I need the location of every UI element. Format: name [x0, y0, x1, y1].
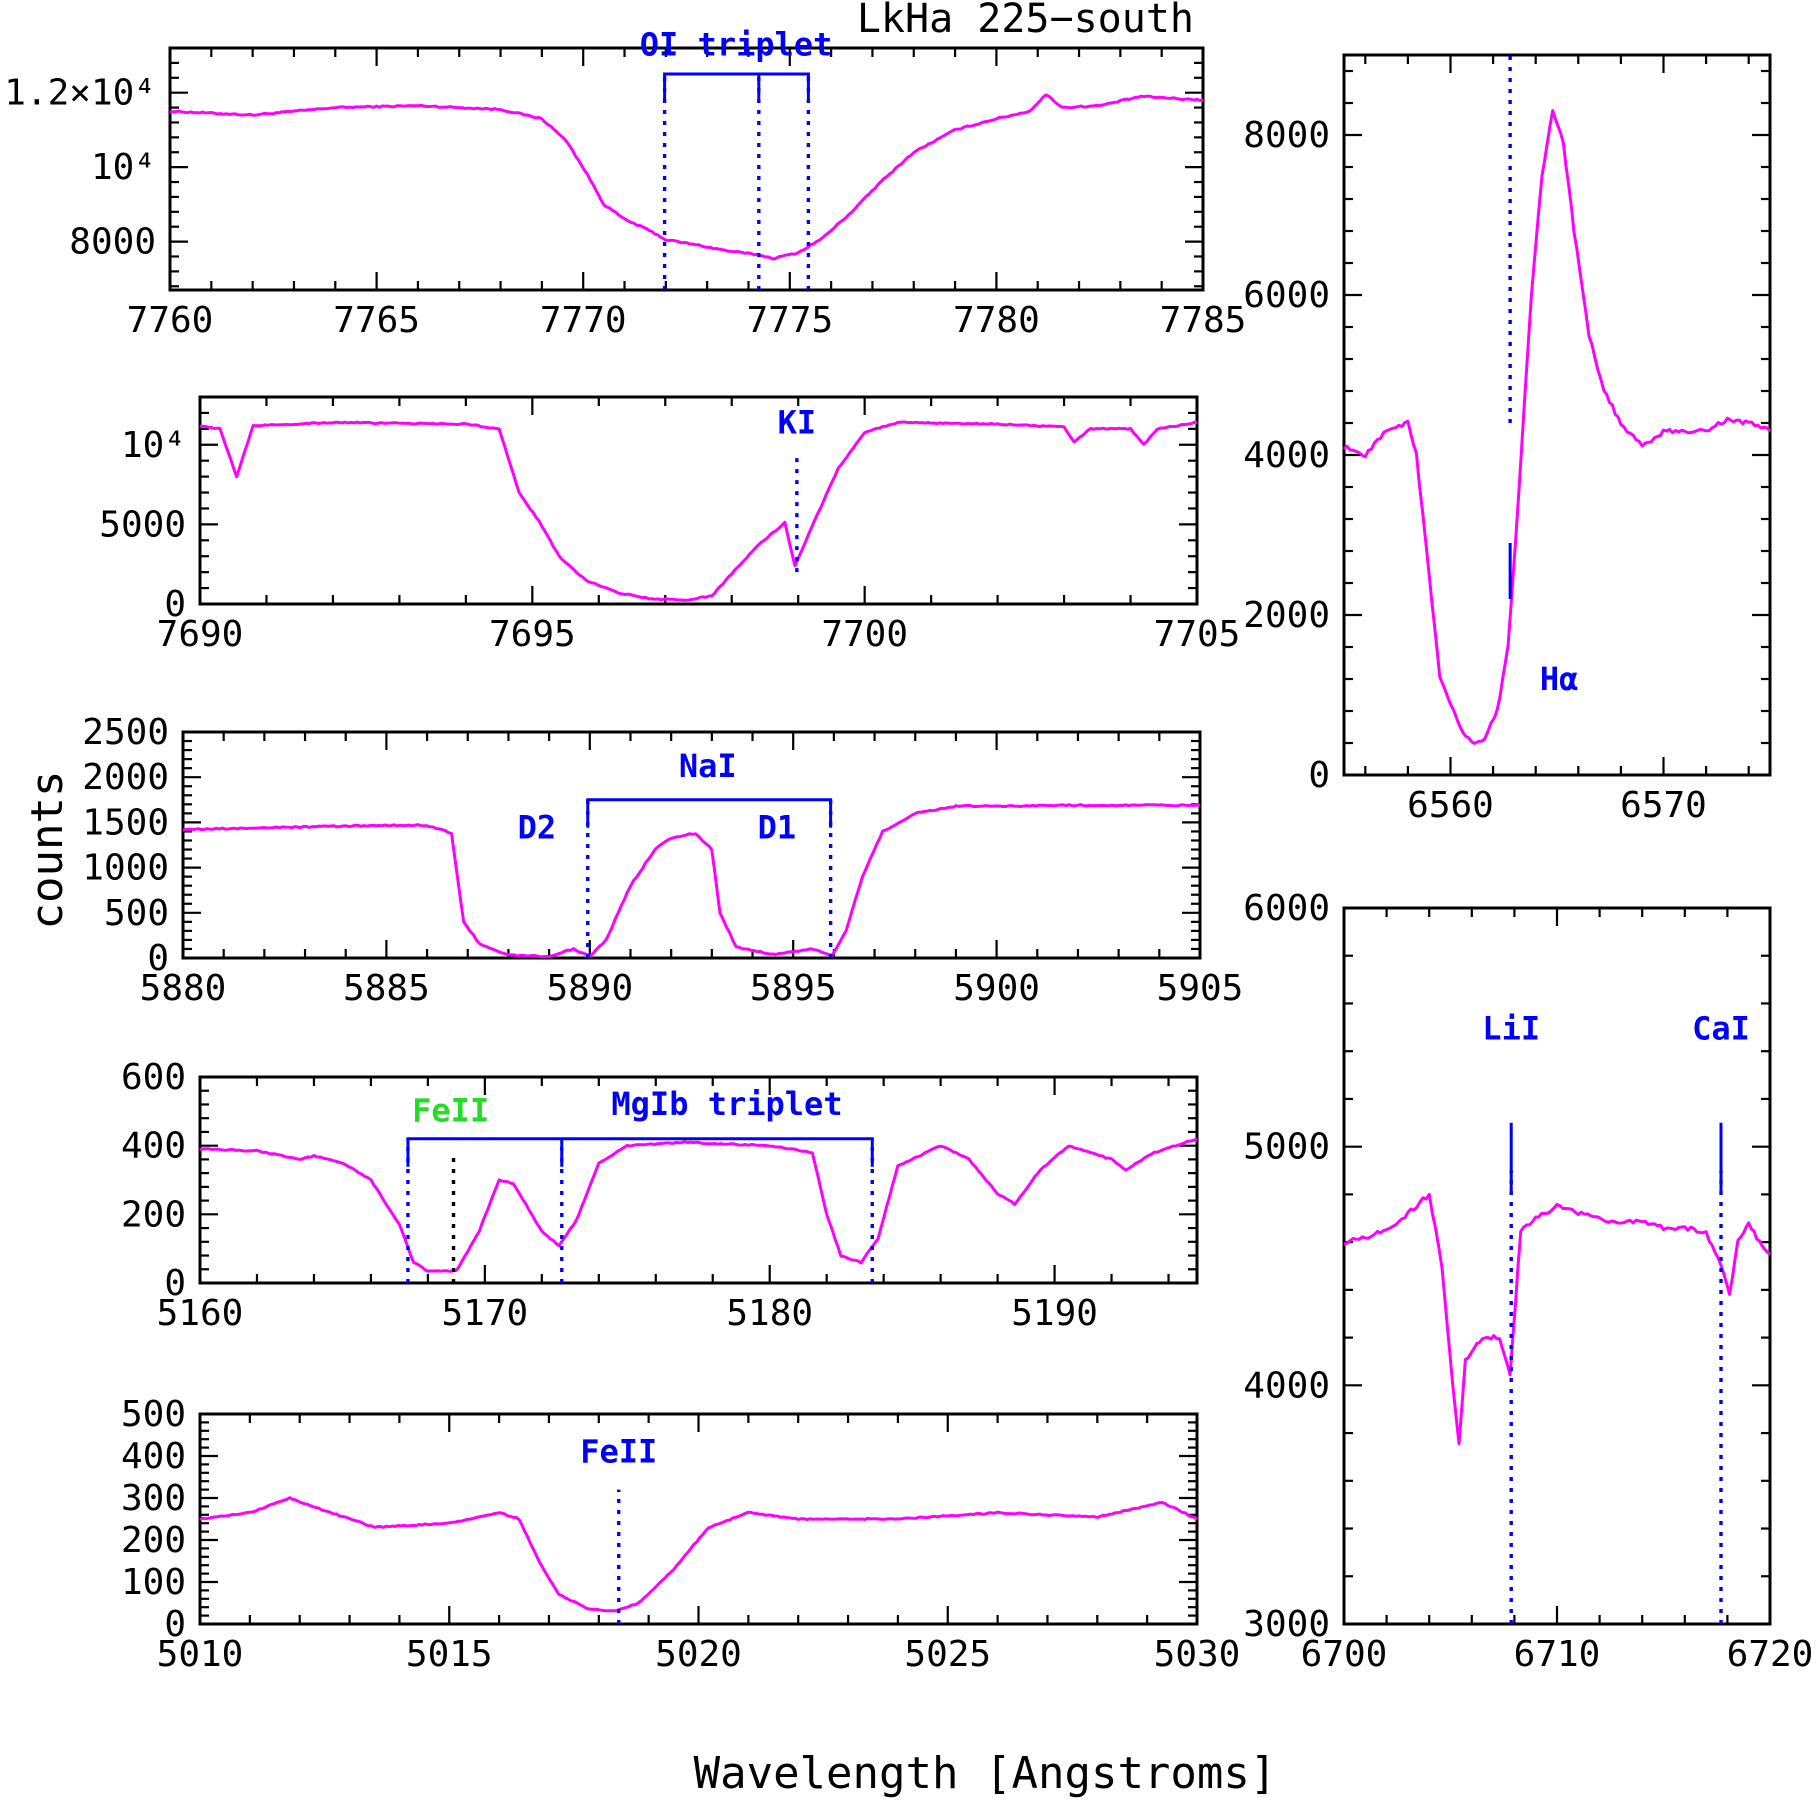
spectrum-line	[199, 1137, 1198, 1273]
panel-frame	[198, 395, 1199, 606]
x-tick-label: 5900	[953, 968, 1040, 1009]
y-tick-label: 0	[164, 584, 186, 625]
y-tick-label: 8000	[1243, 115, 1330, 156]
x-tick-label: 7775	[746, 300, 833, 341]
x-tick-label: 7700	[821, 614, 908, 655]
x-tick-label: 5020	[655, 1634, 742, 1675]
x-tick-label: 5025	[904, 1634, 991, 1675]
y-tick-label: 1.2×10⁴	[4, 73, 156, 114]
x-tick-label: 7690	[157, 614, 244, 655]
x-tick-label: 5170	[442, 1293, 529, 1334]
x-tick-label: 7780	[953, 300, 1040, 341]
y-tick-label: 2000	[1243, 595, 1330, 636]
y-tick-label: 1000	[82, 848, 169, 889]
y-tick-label: 500	[121, 1394, 186, 1435]
x-tick-label: 7695	[489, 614, 576, 655]
chart-title: LkHa 225−south	[857, 0, 1194, 42]
line-label: OI triplet	[640, 25, 833, 63]
y-tick-label: 300	[121, 1478, 186, 1519]
line-bracket	[663, 72, 810, 103]
x-tick-label: 5015	[406, 1634, 493, 1675]
panel-mg: 5160 5170 5180 5190 0 200 400 600 FeII MgIb tripl…	[121, 1057, 1199, 1334]
panel-frame	[1342, 53, 1772, 777]
x-tick-label: 5190	[1011, 1293, 1098, 1334]
line-label: Hα	[1540, 660, 1579, 698]
x-tick-label: 7760	[127, 300, 214, 341]
x-tick-label: 5885	[343, 968, 430, 1009]
x-tick-label: 5905	[1157, 968, 1244, 1009]
panel-frame	[181, 730, 1202, 960]
line-label: FeII	[412, 1092, 489, 1130]
line-bracket	[586, 798, 833, 828]
y-tick-label: 10⁴	[91, 147, 156, 188]
x-tick-label: 5030	[1154, 1634, 1241, 1675]
y-tick-label: 4000	[1243, 435, 1330, 476]
x-tick-label: 5895	[750, 968, 837, 1009]
x-tick-label: 5890	[546, 968, 633, 1009]
y-tick-label: 100	[121, 1562, 186, 1603]
x-tick-label: 5160	[157, 1293, 244, 1334]
spectral-panels: 7760 7765 7770 7775 7780 7785 8000 10⁴ 1.2×10⁴ OI…	[4, 25, 1813, 1675]
spectrum-line	[182, 803, 1201, 959]
spectrum-line	[1343, 1192, 1771, 1446]
y-tick-label: 0	[164, 1604, 186, 1645]
y-tick-label: 10⁴	[121, 425, 186, 466]
y-tick-label: 6000	[1243, 275, 1330, 316]
x-tick-label: 6710	[1514, 1634, 1601, 1675]
x-tick-label: 7765	[333, 300, 420, 341]
line-label: MgIb triplet	[611, 1085, 842, 1123]
x-tick-label: 7785	[1160, 300, 1247, 341]
x-tick-label: 5180	[726, 1293, 813, 1334]
y-tick-label: 3000	[1243, 1604, 1330, 1645]
panel-li: 6700 6710 6720 3000 4000 5000 6000 LiI CaI	[1243, 888, 1813, 1675]
panel-ha: 6560 6570 0 2000 4000 6000 8000 Hα	[1243, 53, 1772, 826]
y-tick-label: 200	[121, 1520, 186, 1561]
x-tick-label: 6700	[1301, 1634, 1388, 1675]
line-label: D2	[518, 809, 557, 847]
x-tick-label: 5880	[140, 968, 227, 1009]
panel-frame	[168, 46, 1205, 292]
x-tick-label: 7770	[540, 300, 627, 341]
panel-oi: 7760 7765 7770 7775 7780 7785 8000 10⁴ 1.2×10⁴ OI…	[4, 25, 1246, 341]
y-tick-label: 2000	[82, 757, 169, 798]
y-tick-label: 2500	[82, 712, 169, 753]
y-tick-label: 400	[121, 1126, 186, 1167]
y-tick-label: 400	[121, 1436, 186, 1477]
x-tick-label: 6570	[1620, 785, 1707, 826]
panel-ki: 7690 7695 7700 7705 0 5000 10⁴ KI	[99, 395, 1241, 655]
panel-frame	[198, 1075, 1199, 1285]
y-tick-label: 1500	[82, 802, 169, 843]
line-label: NaI	[679, 747, 737, 785]
y-tick-label: 0	[164, 1263, 186, 1304]
x-axis-label: Wavelength [Angstroms]	[694, 1748, 1277, 1799]
spectrum-line	[199, 420, 1197, 602]
y-tick-label: 8000	[69, 222, 156, 263]
y-axis-label: counts	[22, 771, 73, 930]
y-tick-label: 0	[147, 938, 169, 979]
spectrum-line	[169, 93, 1204, 261]
y-tick-label: 600	[121, 1057, 186, 1098]
y-tick-label: 5000	[1243, 1127, 1330, 1168]
line-label: CaI	[1692, 1009, 1750, 1047]
spectrum-line	[1342, 109, 1772, 745]
x-tick-label: 5010	[157, 1634, 244, 1675]
x-tick-label: 7705	[1154, 614, 1241, 655]
y-tick-label: 200	[121, 1194, 186, 1235]
x-tick-label: 6560	[1407, 785, 1494, 826]
y-tick-label: 0	[1308, 755, 1330, 796]
line-label: LiI	[1482, 1009, 1540, 1047]
line-label: FeII	[580, 1432, 657, 1470]
y-tick-label: 500	[104, 893, 169, 934]
y-tick-label: 4000	[1243, 1365, 1330, 1406]
line-label: KI	[778, 404, 817, 442]
line-label: D1	[758, 809, 797, 847]
y-tick-label: 5000	[99, 504, 186, 545]
y-tick-label: 6000	[1243, 888, 1330, 929]
line-bracket	[406, 1137, 874, 1167]
x-tick-label: 6720	[1727, 1634, 1814, 1675]
spectrum-line	[199, 1496, 1198, 1613]
